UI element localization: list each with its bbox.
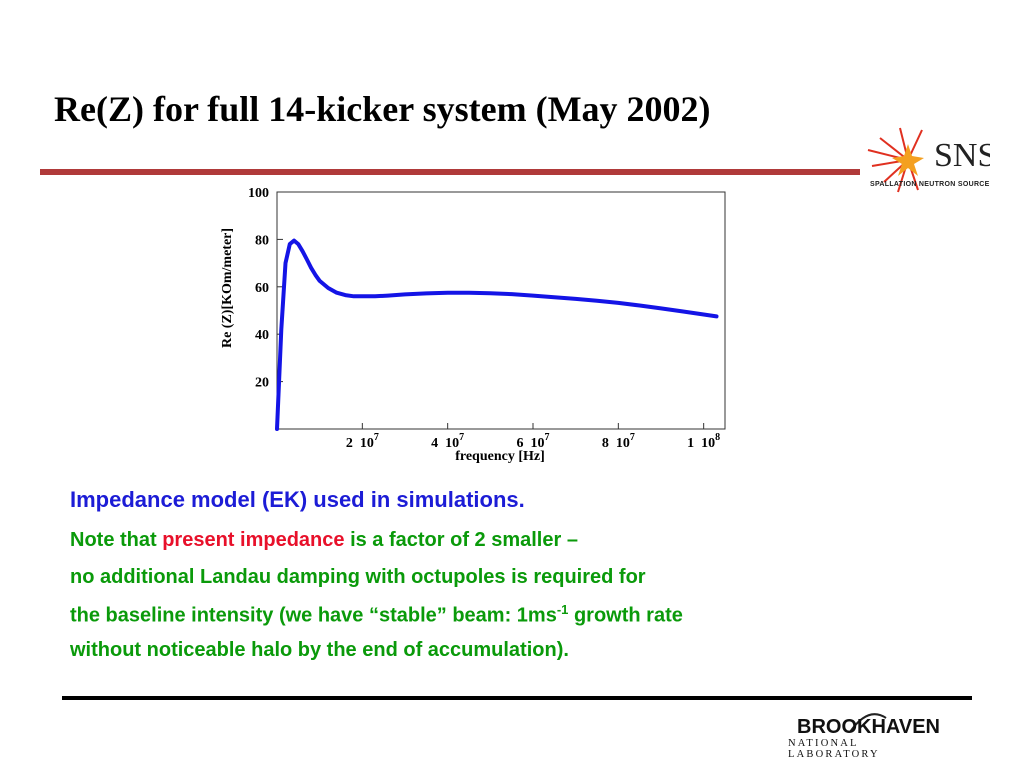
footer-rule [62,696,972,700]
brookhaven-logo: BROOKHAVEN NATIONAL LABORATORY [788,713,958,760]
note-line: Note that present impedance is a factor … [70,529,578,552]
x-axis-label: frequency [Hz] [455,449,545,464]
landau-line: no additional Landau damping with octupo… [70,566,646,588]
x-tick-label: 2 107 [346,432,379,451]
plot-frame [276,191,726,430]
sns-logo: SNS SPALLATION NEUTRON SOURCE [860,120,996,207]
y-tick-label: 40 [255,328,269,343]
bnl-swoosh-icon [849,713,887,733]
slide-title: Re(Z) for full 14-kicker system (May 200… [54,89,711,129]
y-axis-label: Re (Z)[KOm/meter] [220,228,235,348]
baseline-text: the baseline intensity (we have “stable”… [70,604,557,627]
sns-logo-text: SNS [934,137,990,174]
growth-rate-text: growth rate [568,604,683,627]
x-tick-label: 6 107 [517,432,550,451]
impedance-chart: 20 40 60 80 100 2 107 4 107 6 107 8 107 1 108 fr… [200,180,800,470]
sns-logo-subtext: SPALLATION NEUTRON SOURCE [870,181,990,188]
title-underline [40,169,860,175]
y-tick-label: 60 [255,281,269,296]
x-tick-label: 1 108 [687,432,720,451]
impedance-model-line: Impedance model (EK) used in simulations… [70,487,525,512]
note-suffix: is a factor of 2 smaller – [344,529,578,551]
bnl-subtitle: NATIONAL LABORATORY [788,738,880,760]
x-tick-label: 4 107 [431,432,464,451]
impedance-curve [275,238,719,431]
baseline-line: the baseline intensity (we have “stable”… [70,602,683,628]
bnl-name: BROOKHAVEN [797,716,940,738]
y-tick-label: 20 [255,376,269,391]
halo-line: without noticeable halo by the end of ac… [70,639,569,661]
note-prefix: Note that [70,529,163,551]
y-tick-label: 80 [255,233,269,248]
present-impedance-highlight: present impedance [162,529,345,551]
starburst-logo-icon [867,127,924,193]
x-tick-label: 8 107 [602,432,635,451]
inverse-ms-superscript: -1 [556,602,569,617]
y-tick-label: 100 [248,186,269,201]
